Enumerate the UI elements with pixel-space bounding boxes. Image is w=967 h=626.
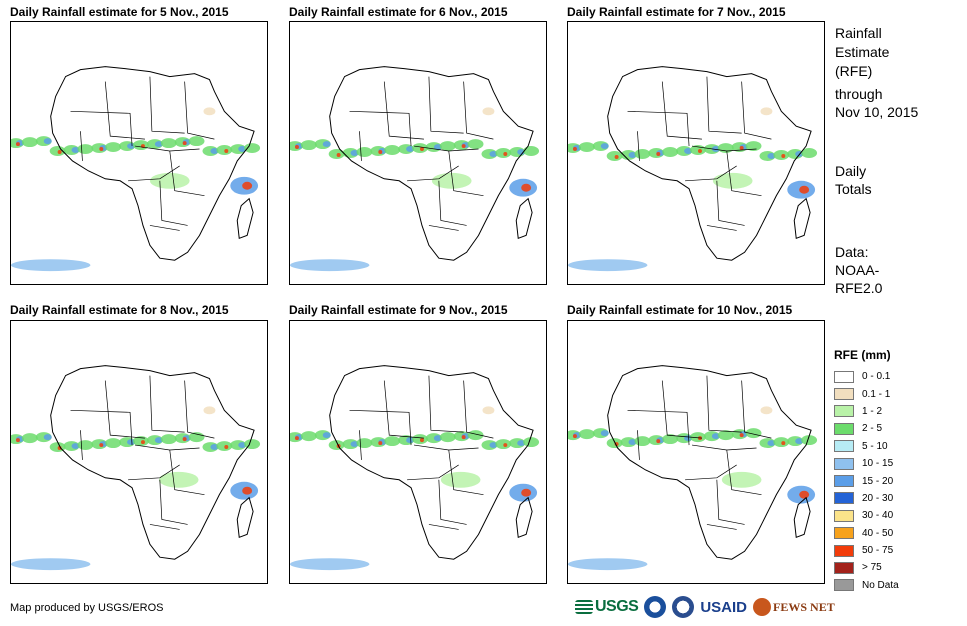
legend-item: 2 - 5 [834, 420, 899, 437]
sidebar-totals: Totals [835, 181, 872, 197]
dhs-seal-icon [672, 596, 695, 618]
sidebar-data-label: Data: [835, 244, 869, 260]
sidebar-title-line1: Rainfall [835, 25, 882, 41]
rainfall-map-6 [567, 320, 825, 584]
panel-title-5: Daily Rainfall estimate for 9 Nov., 2015 [289, 303, 508, 317]
sidebar-title-line2: Estimate [835, 44, 890, 60]
map-svg [568, 22, 824, 284]
sidebar-daily: Daily [835, 163, 867, 179]
legend-swatch [834, 440, 854, 453]
legend-label: 5 - 10 [862, 440, 888, 452]
map-svg [11, 22, 267, 284]
legend-item: 5 - 10 [834, 438, 899, 455]
sidebar-source-line2: RFE2.0 [835, 280, 883, 296]
legend-label: 20 - 30 [862, 492, 894, 504]
legend-label: 0.1 - 1 [862, 388, 891, 400]
legend-swatch [834, 492, 854, 505]
legend-swatch [834, 370, 854, 383]
map-svg [568, 321, 824, 583]
legend-swatch [834, 475, 854, 488]
legend-swatch [834, 422, 854, 435]
legend-label: No Data [862, 579, 899, 591]
panel-title-2: Daily Rainfall estimate for 6 Nov., 2015 [289, 5, 508, 19]
legend-item: 10 - 15 [834, 455, 899, 472]
rainfall-map-1 [10, 21, 268, 285]
legend-item: 15 - 20 [834, 472, 899, 489]
panel-title-3: Daily Rainfall estimate for 7 Nov., 2015 [567, 5, 786, 19]
sidebar-source-line1: NOAA- [835, 262, 880, 278]
legend-label: 2 - 5 [862, 423, 883, 435]
noaa-seal-icon [644, 596, 667, 618]
legend-label: 1 - 2 [862, 405, 883, 417]
usgs-logo: USGS [575, 598, 639, 616]
legend-swatch [834, 405, 854, 418]
legend-swatch [834, 509, 854, 522]
legend-label: > 75 [862, 562, 882, 574]
legend-item: 20 - 30 [834, 490, 899, 507]
legend-swatch [834, 561, 854, 574]
map-svg [11, 321, 267, 583]
map-credit: Map produced by USGS/EROS [10, 602, 164, 614]
legend: RFE (mm) 0 - 0.1 0.1 - 1 1 - 2 2 - 5 5 - 10 1… [834, 348, 899, 594]
fews-net-logo: FEWS NET [753, 598, 835, 616]
sidebar-through: through [835, 86, 883, 102]
rainfall-map-2 [289, 21, 547, 285]
sidebar-date: Nov 10, 2015 [835, 104, 919, 120]
legend-label: 10 - 15 [862, 458, 894, 470]
legend-item: > 75 [834, 559, 899, 576]
legend-rows: 0 - 0.1 0.1 - 1 1 - 2 2 - 5 5 - 10 10 - 15 15 … [834, 368, 899, 594]
map-svg [290, 321, 546, 583]
legend-item: 0.1 - 1 [834, 385, 899, 402]
legend-label: 15 - 20 [862, 475, 894, 487]
legend-item: 50 - 75 [834, 542, 899, 559]
legend-swatch [834, 527, 854, 540]
legend-item: 30 - 40 [834, 507, 899, 524]
legend-item: No Data [834, 577, 899, 594]
rainfall-map-5 [289, 320, 547, 584]
usaid-logo: USAID [700, 598, 748, 616]
legend-title: RFE (mm) [834, 348, 891, 362]
legend-item: 40 - 50 [834, 525, 899, 542]
legend-item: 1 - 2 [834, 403, 899, 420]
legend-label: 0 - 0.1 [862, 371, 891, 383]
map-svg [290, 22, 546, 284]
agency-logos: USGS USAID FEWS NET [575, 594, 835, 620]
panel-title-6: Daily Rainfall estimate for 10 Nov., 201… [567, 303, 793, 317]
rainfall-map-3 [567, 21, 825, 285]
legend-swatch [834, 544, 854, 557]
legend-swatch [834, 579, 854, 592]
usgs-wave-icon [575, 600, 593, 614]
legend-label: 30 - 40 [862, 510, 894, 522]
sidebar-title-line3: (RFE) [835, 63, 873, 79]
panel-title-1: Daily Rainfall estimate for 5 Nov., 2015 [10, 5, 229, 19]
legend-swatch [834, 388, 854, 401]
legend-swatch [834, 457, 854, 470]
legend-item: 0 - 0.1 [834, 368, 899, 385]
fews-globe-icon [753, 598, 772, 616]
legend-label: 40 - 50 [862, 527, 894, 539]
legend-label: 50 - 75 [862, 545, 894, 557]
panel-title-4: Daily Rainfall estimate for 8 Nov., 2015 [10, 303, 229, 317]
rainfall-map-4 [10, 320, 268, 584]
